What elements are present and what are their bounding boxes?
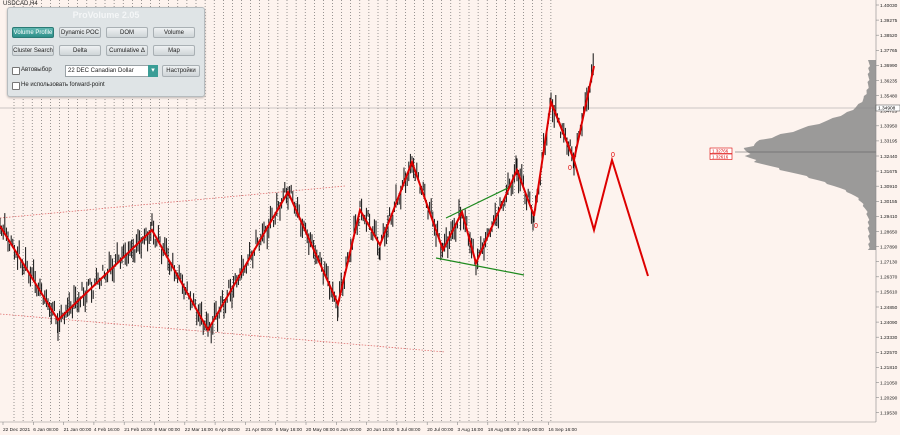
profile-label-text: 1.32766: [712, 149, 729, 154]
time-tick-label: 6 Jun 00:00: [336, 427, 361, 433]
time-tick-label: 21 Apr 08:00: [245, 427, 273, 433]
zigzag-forecast: [0, 65, 649, 333]
time-tick-label: 4 Feb 16:00: [94, 427, 120, 433]
time-tick-label: 22 Mar 16:00: [185, 427, 214, 433]
price-tick-label: 1.32440: [880, 154, 898, 160]
time-tick-label: 2 Sep 00:00: [518, 427, 544, 433]
time-tick-label: 21 Feb 16:00: [124, 427, 153, 433]
chevron-down-icon[interactable]: ▾: [148, 65, 158, 77]
price-tick-label: 1.30910: [880, 184, 898, 190]
price-tick-label: 1.21810: [880, 365, 898, 371]
price-tick-label: 1.24090: [880, 320, 898, 326]
cluster-search-button[interactable]: Cluster Search: [12, 45, 54, 56]
price-tick-label: 1.37765: [880, 48, 898, 54]
price-tick-label: 1.30155: [880, 199, 898, 205]
settings-button[interactable]: Настройки: [162, 65, 200, 77]
forecast-marker: 0: [534, 223, 538, 230]
time-tick-label: 20 Jun 16:00: [367, 427, 395, 433]
price-tick-label: 1.23330: [880, 335, 898, 341]
price-tick-label: 1.31675: [880, 169, 898, 175]
time-axis[interactable]: 22 Dec 2021 6 Jan 08:00 21 Jan 00:00 4 Feb …: [0, 421, 876, 433]
volume-profile: [735, 60, 876, 250]
time-tick-label: 5 Jul 08:00: [397, 427, 421, 433]
price-axis-bg: [876, 0, 900, 435]
price-tick-label: 1.38520: [880, 33, 898, 39]
price-tick-label: 1.28650: [880, 229, 898, 235]
current-price-box: [875, 104, 900, 112]
channel-lower: [0, 313, 446, 353]
time-tick-label: 3 Aug 16:00: [458, 427, 484, 433]
time-tick-label: 5 May 16:00: [276, 427, 303, 433]
price-tick-label: 1.29410: [880, 214, 898, 220]
provolume-panel: ProVolume 2.05 Volume Profile Dynamic PO…: [7, 7, 205, 97]
time-tick-label: 8 Mar 00:00: [155, 427, 181, 433]
volume-profile-shape: [743, 60, 876, 250]
profile-label-box: [709, 153, 733, 160]
session-separators: [13, 0, 552, 422]
instrument-select[interactable]: 22 DEC Canadian Dollar: [65, 65, 158, 77]
forecast-down-line: [550, 101, 649, 277]
cumulative-delta-button[interactable]: Cumulative Δ: [106, 45, 148, 56]
map-button[interactable]: Map: [153, 45, 195, 56]
price-tick-label: 1.36990: [880, 63, 898, 69]
price-tick-label: 1.35480: [880, 93, 898, 99]
symbol-label: USDCAD,H4: [3, 1, 38, 7]
dynamic-poc-button[interactable]: Dynamic POC: [59, 27, 101, 38]
forward-point-checkbox[interactable]: [12, 82, 20, 90]
price-tick-label: 1.25610: [880, 290, 898, 296]
price-tick-label: 1.34725: [880, 109, 898, 115]
delta-button[interactable]: Delta: [59, 45, 101, 56]
price-axis[interactable]: 1.40030 1.39275 1.38520 1.37765 1.36990 1.362…: [875, 0, 900, 435]
triangle-pattern: [435, 185, 525, 276]
price-tick-label: 1.26370: [880, 275, 898, 281]
forecast-markers: 0 0 0: [534, 152, 615, 230]
current-price-label: 1.34908: [878, 106, 896, 112]
auto-select-checkbox[interactable]: [12, 67, 20, 75]
volume-button[interactable]: Volume: [153, 27, 195, 38]
price-tick-label: 1.21050: [880, 380, 898, 386]
time-tick-label: 6 Apr 08:00: [215, 427, 240, 433]
profile-label-text: 1.32616: [712, 155, 729, 160]
forward-point-label: Не использовать forward-point: [21, 82, 105, 88]
forecast-marker: 0: [568, 165, 572, 172]
forecast-up-line: [573, 65, 595, 161]
time-tick-label: 6 Jan 08:00: [33, 427, 58, 433]
forecast-marker: 0: [611, 152, 615, 159]
time-tick-label: 21 Jan 00:00: [64, 427, 92, 433]
price-tick-label: 1.36235: [880, 78, 898, 84]
price-tick-label: 1.22570: [880, 350, 898, 356]
volume-profile-button[interactable]: Volume Profile: [12, 27, 54, 38]
price-tick-label: 1.24850: [880, 305, 898, 311]
panel-title: ProVolume 2.05: [72, 10, 140, 20]
triangle-lower: [435, 257, 525, 276]
profile-label-box: [709, 147, 733, 154]
price-tick-label: 1.27890: [880, 244, 898, 250]
time-tick-label: 18 Aug 08:00: [488, 427, 517, 433]
time-tick-label: 20 May 08:00: [306, 427, 335, 433]
time-tick-label: 20 Jul 00:00: [427, 427, 453, 433]
time-tick-label: 16 Sep 16:00: [548, 427, 577, 433]
price-tick-label: 1.40030: [880, 3, 898, 9]
price-tick-label: 1.20290: [880, 395, 898, 401]
price-tick-label: 1.33195: [880, 139, 898, 145]
zigzag-line: [0, 98, 575, 333]
price-tick-label: 1.27130: [880, 260, 898, 266]
time-tick-label: 22 Dec 2021: [3, 427, 31, 433]
auto-select-label: Автовыбор: [21, 67, 52, 73]
price-tick-label: 1.39275: [880, 18, 898, 24]
dom-button[interactable]: DOM: [106, 27, 148, 38]
price-series: [0, 53, 594, 344]
price-tick-label: 1.33950: [880, 124, 898, 130]
triangle-upper: [445, 185, 513, 219]
price-tick-label: 1.19530: [880, 411, 898, 417]
